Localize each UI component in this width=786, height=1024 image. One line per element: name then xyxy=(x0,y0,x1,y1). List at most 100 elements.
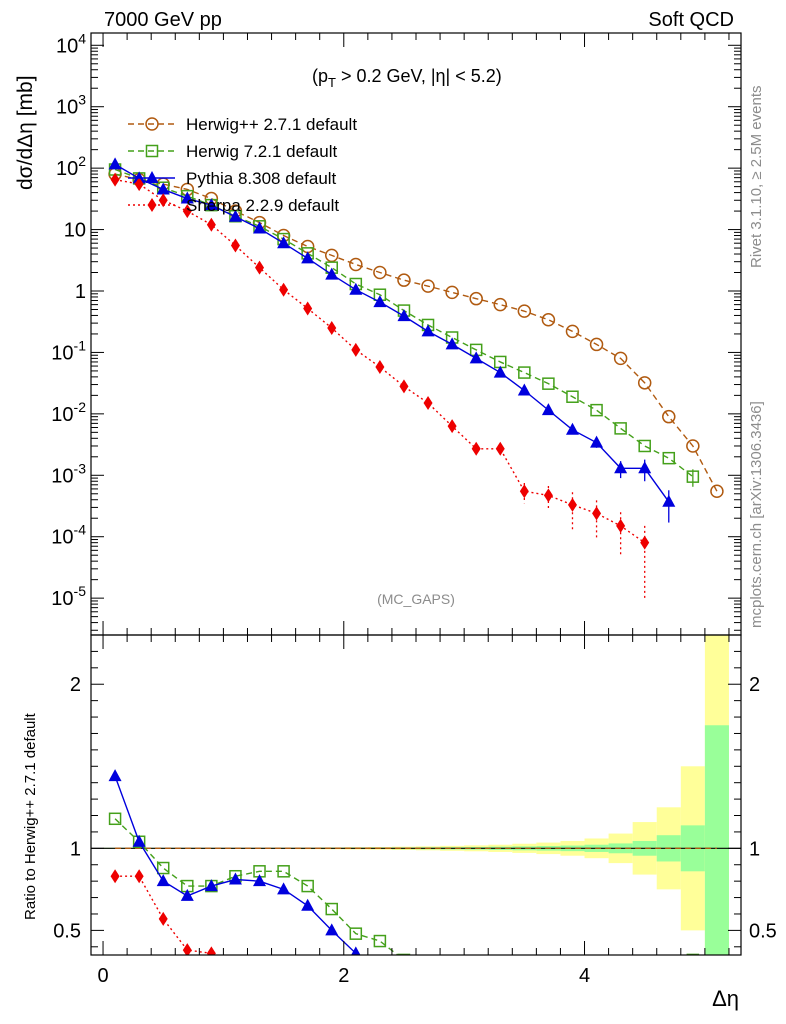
point-sherpa xyxy=(543,488,553,503)
point-herwig7 xyxy=(662,451,676,465)
point-herwigpp xyxy=(373,265,387,280)
point-pythia xyxy=(469,351,483,364)
ratio-point-pythia xyxy=(228,872,242,885)
ratio-tick-label: 2 xyxy=(749,674,760,696)
rivet-label: Rivet 3.1.10, ≥ 2.5M events xyxy=(748,85,765,269)
cut-text: (pT > 0.2 GeV, |η| < 5.2) xyxy=(312,66,502,90)
series-layer xyxy=(108,157,724,599)
point-sherpa xyxy=(616,518,626,533)
ratio-point-sherpa xyxy=(182,943,192,955)
ratio-point-herwig7 xyxy=(639,992,650,1003)
ratio-point-pythia xyxy=(301,898,315,911)
ratio-tick-label: 1 xyxy=(749,838,760,860)
ratio-point-sherpa xyxy=(496,1005,505,1019)
legend-label-herwigpp: Herwig++ 2.7.1 default xyxy=(186,115,357,134)
point-sherpa xyxy=(279,282,289,297)
y-tick-label: 104 xyxy=(56,30,86,57)
ratio-point-pythia xyxy=(325,923,339,936)
series-line-herwigpp xyxy=(114,173,718,492)
point-pythia xyxy=(565,422,579,435)
point-sherpa xyxy=(399,379,409,394)
ratio-point-pythia xyxy=(542,1001,555,1013)
ratio-point-pythia xyxy=(180,888,194,901)
ratio-point-pythia xyxy=(566,1002,579,1014)
point-herwig7 xyxy=(686,470,700,483)
ratio-point-pythia xyxy=(614,1004,627,1016)
analysis-label: (MC_GAPS) xyxy=(377,591,455,607)
y-tick-label: 1 xyxy=(75,281,86,303)
y-tick-label: 10-1 xyxy=(51,337,86,364)
legend-marker-herwig7 xyxy=(145,144,159,158)
point-herwigpp xyxy=(637,376,652,390)
ratio-point-sherpa xyxy=(158,911,168,926)
ratio-line-sherpa xyxy=(115,875,216,955)
ratio-point-sherpa xyxy=(327,994,336,1008)
x-tick-label: 2 xyxy=(338,965,349,987)
ratio-point-pythia xyxy=(494,996,507,1008)
point-pythia xyxy=(253,221,267,234)
point-sherpa xyxy=(640,535,650,550)
ratio-point-herwig7 xyxy=(325,902,338,916)
ratio-point-sherpa xyxy=(544,1005,553,1019)
ratio-point-pythia xyxy=(638,1002,651,1014)
series-line-pythia xyxy=(114,163,670,503)
point-sherpa xyxy=(495,441,505,456)
ratio-point-pythia xyxy=(204,879,218,892)
legend-label-sherpa: Sherpa 2.2.9 default xyxy=(186,196,339,215)
point-pythia xyxy=(325,267,339,280)
ratio-point-herwig7 xyxy=(495,987,506,998)
ratio-tick-label: 0.5 xyxy=(53,920,81,942)
point-pythia xyxy=(397,309,411,322)
ratio-point-pythia xyxy=(446,989,459,1001)
y-tick-label: 10 xyxy=(64,220,86,242)
point-herwig7 xyxy=(518,366,531,379)
ratio-point-pythia xyxy=(518,997,531,1009)
ratio-point-pythia xyxy=(662,1001,675,1013)
point-sherpa xyxy=(327,320,337,335)
ratio-point-herwig7 xyxy=(301,879,314,893)
ratio-point-herwig7 xyxy=(471,982,482,993)
point-herwigpp xyxy=(686,439,700,453)
point-herwigpp xyxy=(613,351,628,366)
point-pythia xyxy=(301,251,315,264)
ratio-point-herwig7 xyxy=(615,995,626,1006)
y-tick-label: 102 xyxy=(56,153,86,180)
point-sherpa xyxy=(206,217,216,232)
point-herwigpp xyxy=(324,248,339,263)
point-sherpa xyxy=(182,204,192,219)
series-line-herwig7 xyxy=(114,168,694,478)
ratio-point-sherpa xyxy=(206,946,216,955)
point-herwigpp xyxy=(589,337,604,352)
point-sherpa xyxy=(447,419,457,434)
ratio-point-herwig7 xyxy=(423,968,434,979)
point-sherpa xyxy=(230,238,240,253)
ratio-point-herwig7 xyxy=(686,953,700,955)
ratio-point-herwig7 xyxy=(156,861,170,875)
ratio-point-pythia xyxy=(422,981,435,993)
ratio-point-sherpa xyxy=(568,1005,577,1019)
point-herwig7 xyxy=(614,422,627,435)
ratio-frame xyxy=(90,634,742,956)
ratio-point-pythia xyxy=(470,992,483,1004)
point-pythia xyxy=(156,182,170,195)
y-tick-label: 10-4 xyxy=(51,522,86,549)
header-left: 7000 GeV pp xyxy=(104,9,222,31)
point-pythia xyxy=(349,282,363,295)
point-herwig7 xyxy=(542,377,555,390)
ratio-point-pythia xyxy=(590,1002,603,1014)
point-sherpa xyxy=(375,359,385,374)
series-line-sherpa xyxy=(114,178,646,544)
ratio-point-sherpa xyxy=(134,869,144,884)
ratio-point-sherpa xyxy=(375,1001,384,1015)
x-tick-label: 4 xyxy=(579,965,590,987)
point-sherpa xyxy=(158,193,168,208)
ratio-tick-label: 0.5 xyxy=(749,920,777,942)
point-herwigpp xyxy=(445,285,459,300)
ratio-point-herwig7 xyxy=(397,953,411,955)
x-tick-label: 0 xyxy=(97,965,108,987)
ratio-point-herwig7 xyxy=(349,927,363,940)
ratio-point-herwig7 xyxy=(591,993,602,1004)
ratio-band xyxy=(91,635,741,955)
point-pythia xyxy=(638,461,652,474)
